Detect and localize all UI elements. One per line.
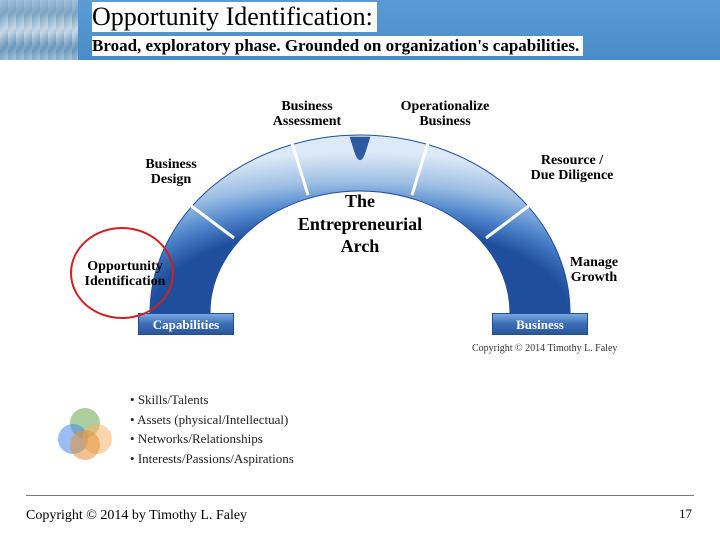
pillar-capabilities: Capabilities bbox=[138, 313, 234, 335]
arch-center-title: The Entrepreneurial Arch bbox=[290, 190, 430, 258]
capabilities-bullets: Skills/Talents Assets (physical/Intellec… bbox=[130, 390, 294, 468]
venn-icon bbox=[58, 408, 114, 458]
header-decorative-image bbox=[0, 0, 78, 60]
entrepreneurial-arch-diagram: BusinessAssessment OperationalizeBusines… bbox=[80, 95, 640, 425]
bullet-item: Interests/Passions/Aspirations bbox=[130, 449, 294, 469]
footer-copyright: Copyright © 2014 by Timothy L. Faley bbox=[26, 508, 247, 524]
arch-label-operationalize-business: OperationalizeBusiness bbox=[380, 99, 510, 130]
arch-label-manage-growth: ManageGrowth bbox=[554, 255, 634, 286]
slide-subtitle: Broad, exploratory phase. Grounded on or… bbox=[92, 36, 583, 56]
slide-header: Opportunity Identification: Broad, explo… bbox=[0, 0, 720, 70]
highlight-circle bbox=[70, 227, 174, 319]
bullet-item: Assets (physical/Intellectual) bbox=[130, 410, 294, 430]
arch-label-business-assessment: BusinessAssessment bbox=[252, 99, 362, 130]
arch-label-resource-due-diligence: Resource /Due Diligence bbox=[512, 153, 632, 184]
footer-divider bbox=[26, 495, 694, 496]
slide-title: Opportunity Identification: bbox=[92, 2, 377, 32]
page-number: 17 bbox=[679, 506, 692, 522]
pillar-business: Business bbox=[492, 313, 588, 335]
arch-copyright: Copyright © 2014 Timothy L. Faley bbox=[472, 343, 617, 354]
bullet-item: Networks/Relationships bbox=[130, 429, 294, 449]
bullet-item: Skills/Talents bbox=[130, 390, 294, 410]
arch-label-business-design: BusinessDesign bbox=[126, 157, 216, 188]
